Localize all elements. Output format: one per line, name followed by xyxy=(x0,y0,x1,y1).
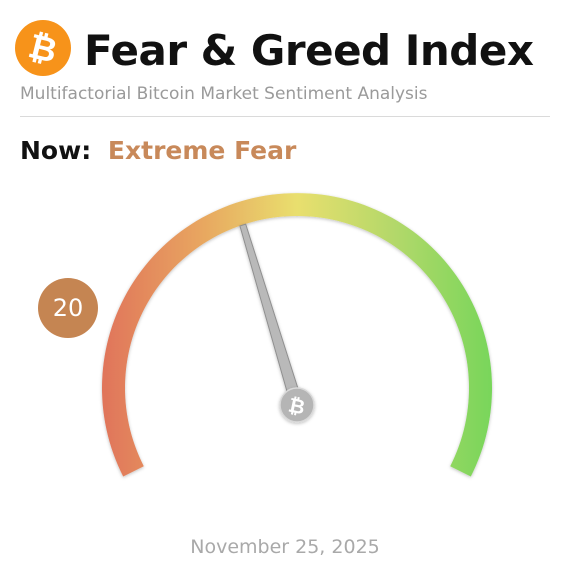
bitcoin-icon: ₿ xyxy=(286,393,307,420)
page-subtitle: Multifactorial Bitcoin Market Sentiment … xyxy=(20,84,428,104)
gauge-needle xyxy=(239,223,304,408)
current-sentiment: Now: Extreme Fear xyxy=(20,136,296,165)
divider xyxy=(20,116,550,117)
index-value-badge: 20 xyxy=(38,278,98,338)
gauge-pivot: ₿ xyxy=(279,387,315,423)
now-label: Now: xyxy=(20,136,92,165)
gauge-arc xyxy=(102,193,492,477)
date-label: November 25, 2025 xyxy=(190,536,380,558)
bitcoin-icon: ₿ xyxy=(15,20,71,76)
sentiment-value: Extreme Fear xyxy=(107,136,297,165)
page-title: Fear & Greed Index xyxy=(84,26,534,75)
